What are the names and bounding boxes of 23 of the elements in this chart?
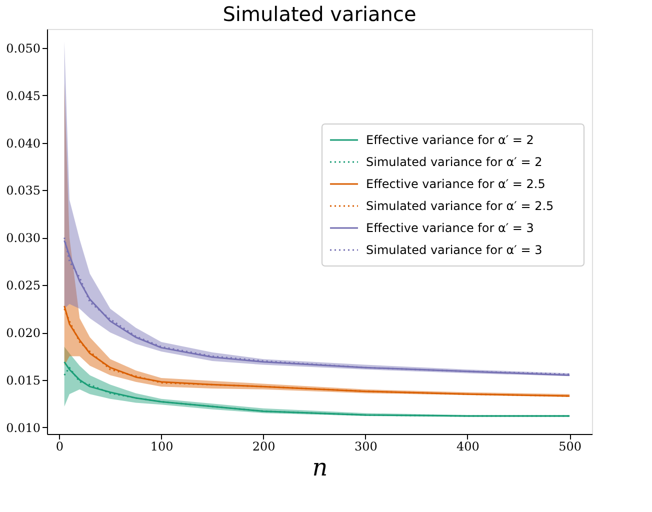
x-tick-label: 500 <box>558 440 582 454</box>
x-tick-label: 100 <box>150 440 174 454</box>
y-tick-label: 0.035 <box>6 184 40 198</box>
y-tick-label: 0.050 <box>6 41 40 56</box>
x-axis-title: n <box>312 454 328 482</box>
legend-label: Simulated variance for α′ = 3 <box>366 243 542 257</box>
y-tick-label: 0.010 <box>6 420 40 435</box>
legend-label: Effective variance for α′ = 2.5 <box>366 177 546 191</box>
y-tick-label: 0.045 <box>6 88 40 103</box>
x-tick-label: 300 <box>354 440 378 454</box>
x-tick-label: 0 <box>56 440 64 454</box>
y-tick-label: 0.040 <box>6 136 40 150</box>
x-tick-label: 200 <box>252 440 276 454</box>
y-tick-label: 0.025 <box>6 278 40 293</box>
y-tick-label: 0.020 <box>6 326 40 340</box>
legend-label: Simulated variance for α′ = 2.5 <box>366 199 554 213</box>
y-tick-label: 0.015 <box>6 373 40 388</box>
y-tick-label: 0.030 <box>6 231 40 246</box>
legend-label: Effective variance for α′ = 3 <box>366 221 534 235</box>
x-tick-label: 400 <box>456 440 480 454</box>
legend-label: Effective variance for α′ = 2 <box>366 133 534 147</box>
chart-title: Simulated variance <box>222 2 416 26</box>
legend-label: Simulated variance for α′ = 2 <box>366 155 542 169</box>
